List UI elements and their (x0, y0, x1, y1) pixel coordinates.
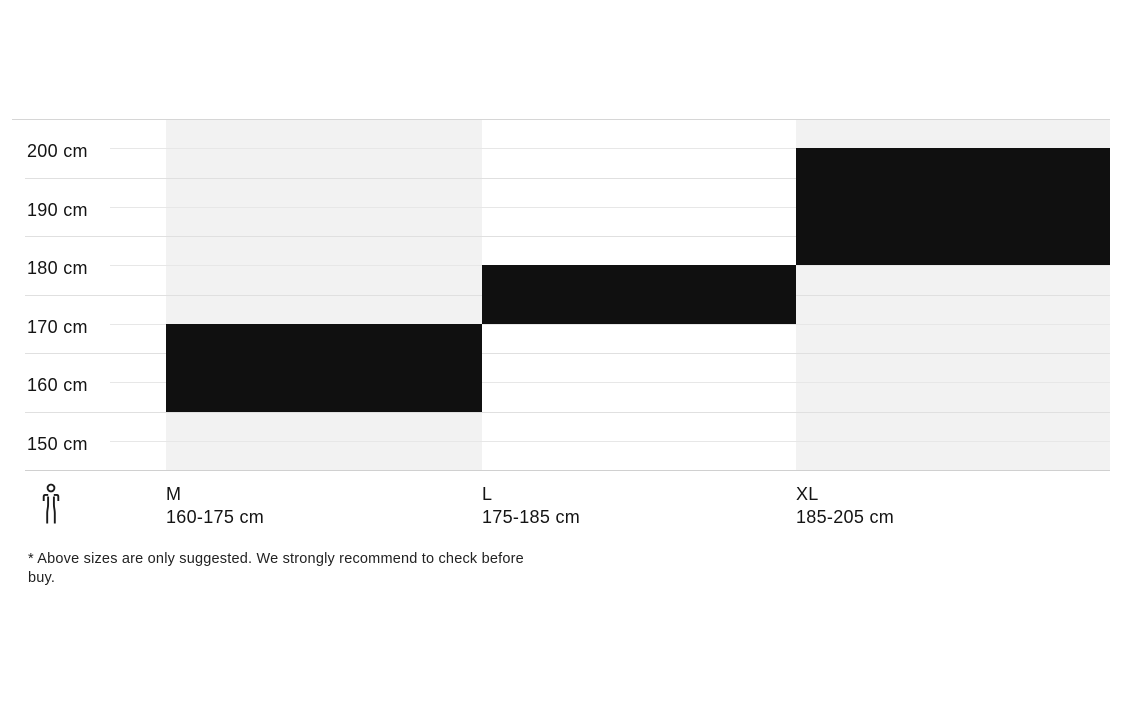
size-legend: M 160-175 cm L 175-185 cm XL 185-205 cm (0, 0, 1134, 527)
size-bar-m (166, 323, 482, 412)
person-height-icon (39, 482, 63, 530)
y-axis-label: 170 cm (27, 317, 88, 337)
size-label-m: M 160-175 cm (166, 483, 264, 528)
gridline (110, 207, 1110, 208)
gridline (25, 412, 1110, 413)
y-axis-label: 200 cm (27, 141, 88, 161)
gridline (110, 148, 1110, 149)
gridline (110, 441, 1110, 442)
gridline (110, 324, 1110, 325)
size-name: L (482, 484, 493, 504)
gridline (25, 353, 1110, 354)
gridline (110, 382, 1110, 383)
size-label-l: L 175-185 cm (482, 483, 580, 528)
gridline (25, 236, 1110, 237)
size-bar-l (482, 265, 796, 324)
gridline (25, 470, 1110, 471)
gridline (25, 178, 1110, 179)
y-axis-label: 150 cm (27, 434, 88, 454)
y-axis-label: 180 cm (27, 258, 88, 278)
y-axis-label: 190 cm (27, 200, 88, 220)
height-size-chart: 200 cm 190 cm 180 cm 170 cm 160 cm 150 cm (12, 119, 1110, 471)
size-range: 175-185 cm (482, 507, 581, 527)
size-label-xl: XL 185-205 cm (796, 483, 894, 528)
size-name: XL (796, 484, 819, 504)
size-disclaimer: * Above sizes are only suggested. We str… (28, 551, 524, 586)
size-range: 185-205 cm (796, 507, 895, 527)
gridline (12, 119, 1110, 120)
size-range: 160-175 cm (166, 507, 265, 527)
size-bar-xl (796, 148, 1110, 266)
y-axis-label: 160 cm (27, 375, 88, 395)
size-name: M (166, 484, 182, 504)
